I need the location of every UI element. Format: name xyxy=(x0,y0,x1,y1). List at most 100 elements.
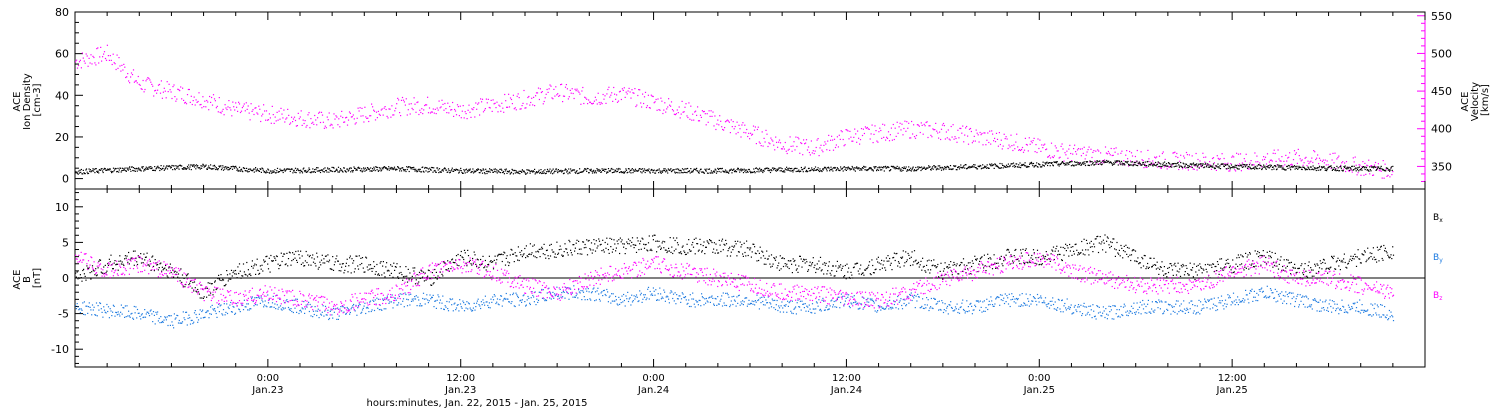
data-point xyxy=(1334,169,1336,171)
data-point xyxy=(1118,160,1120,162)
data-point xyxy=(1011,145,1013,147)
data-point xyxy=(199,104,201,106)
data-point xyxy=(1171,166,1173,168)
data-point xyxy=(737,295,740,297)
data-point xyxy=(691,298,693,300)
data-point xyxy=(266,119,269,121)
data-point xyxy=(213,168,215,170)
data-point xyxy=(577,172,579,175)
data-point xyxy=(412,109,414,111)
data-point xyxy=(1369,169,1371,171)
data-point xyxy=(856,166,858,168)
data-point xyxy=(352,305,354,307)
data-point xyxy=(199,168,201,170)
data-point xyxy=(380,308,382,311)
data-point xyxy=(1278,158,1280,160)
data-point xyxy=(1362,161,1364,163)
data-point xyxy=(1107,314,1109,316)
data-point xyxy=(706,168,708,170)
data-point xyxy=(1116,309,1118,311)
data-point xyxy=(467,302,470,304)
data-point xyxy=(128,310,130,312)
data-point xyxy=(481,169,483,171)
data-point xyxy=(217,111,219,113)
data-point xyxy=(288,168,290,170)
data-point xyxy=(635,170,637,172)
data-point xyxy=(1121,162,1123,164)
data-point xyxy=(1056,150,1058,152)
data-point xyxy=(885,139,887,141)
data-point xyxy=(200,165,202,167)
data-point xyxy=(589,169,591,171)
data-point xyxy=(122,169,124,171)
data-point xyxy=(765,129,767,131)
data-point xyxy=(1074,164,1076,166)
data-point xyxy=(107,306,110,308)
data-point xyxy=(321,169,323,171)
data-point xyxy=(892,165,894,167)
data-point xyxy=(876,168,878,171)
data-point xyxy=(75,305,77,307)
data-point xyxy=(368,311,370,313)
data-point xyxy=(661,100,663,102)
data-point xyxy=(933,165,936,167)
y-tick-label: 60 xyxy=(55,48,69,61)
data-point xyxy=(1114,151,1116,153)
data-point xyxy=(1149,161,1151,163)
data-point xyxy=(294,171,296,173)
data-point xyxy=(424,303,426,305)
data-point xyxy=(1146,161,1148,163)
data-point xyxy=(878,305,880,307)
data-point xyxy=(212,308,214,310)
data-point xyxy=(775,169,777,171)
data-point xyxy=(568,96,570,98)
data-point xyxy=(784,168,786,170)
data-point xyxy=(93,168,95,170)
data-point xyxy=(427,302,429,304)
data-point xyxy=(223,303,225,305)
data-point xyxy=(474,116,476,118)
data-point xyxy=(191,103,193,106)
data-point xyxy=(1338,170,1340,172)
data-point xyxy=(688,170,691,172)
data-point xyxy=(1390,167,1392,169)
data-point xyxy=(197,319,200,321)
data-point xyxy=(831,168,833,170)
data-point xyxy=(873,133,875,135)
data-point xyxy=(498,171,500,173)
data-point xyxy=(978,165,980,168)
data-point xyxy=(1338,170,1341,172)
data-point xyxy=(331,166,333,168)
data-point xyxy=(461,171,463,174)
data-point xyxy=(1329,153,1331,155)
data-point xyxy=(188,88,190,91)
data-point xyxy=(818,155,820,157)
data-point xyxy=(710,296,712,298)
data-point xyxy=(213,164,216,166)
data-point xyxy=(1310,160,1312,162)
data-point xyxy=(131,312,133,314)
data-point xyxy=(1100,161,1102,163)
data-point xyxy=(939,166,941,169)
data-point xyxy=(400,167,402,170)
data-point xyxy=(729,304,732,306)
data-point xyxy=(904,120,906,122)
data-point xyxy=(317,308,319,310)
data-point xyxy=(775,170,777,172)
data-point xyxy=(908,122,910,124)
data-point xyxy=(600,101,602,104)
data-point xyxy=(1177,156,1179,159)
data-point xyxy=(575,172,577,174)
data-point xyxy=(78,309,80,311)
data-point xyxy=(355,122,357,124)
data-point xyxy=(392,307,394,309)
data-point xyxy=(571,169,574,171)
data-point xyxy=(584,299,586,301)
data-point xyxy=(976,300,978,302)
data-point xyxy=(1308,167,1310,169)
data-point xyxy=(1084,306,1086,308)
data-point xyxy=(806,305,808,307)
data-point xyxy=(1004,166,1006,168)
data-point xyxy=(212,165,214,167)
data-point xyxy=(1046,161,1048,163)
